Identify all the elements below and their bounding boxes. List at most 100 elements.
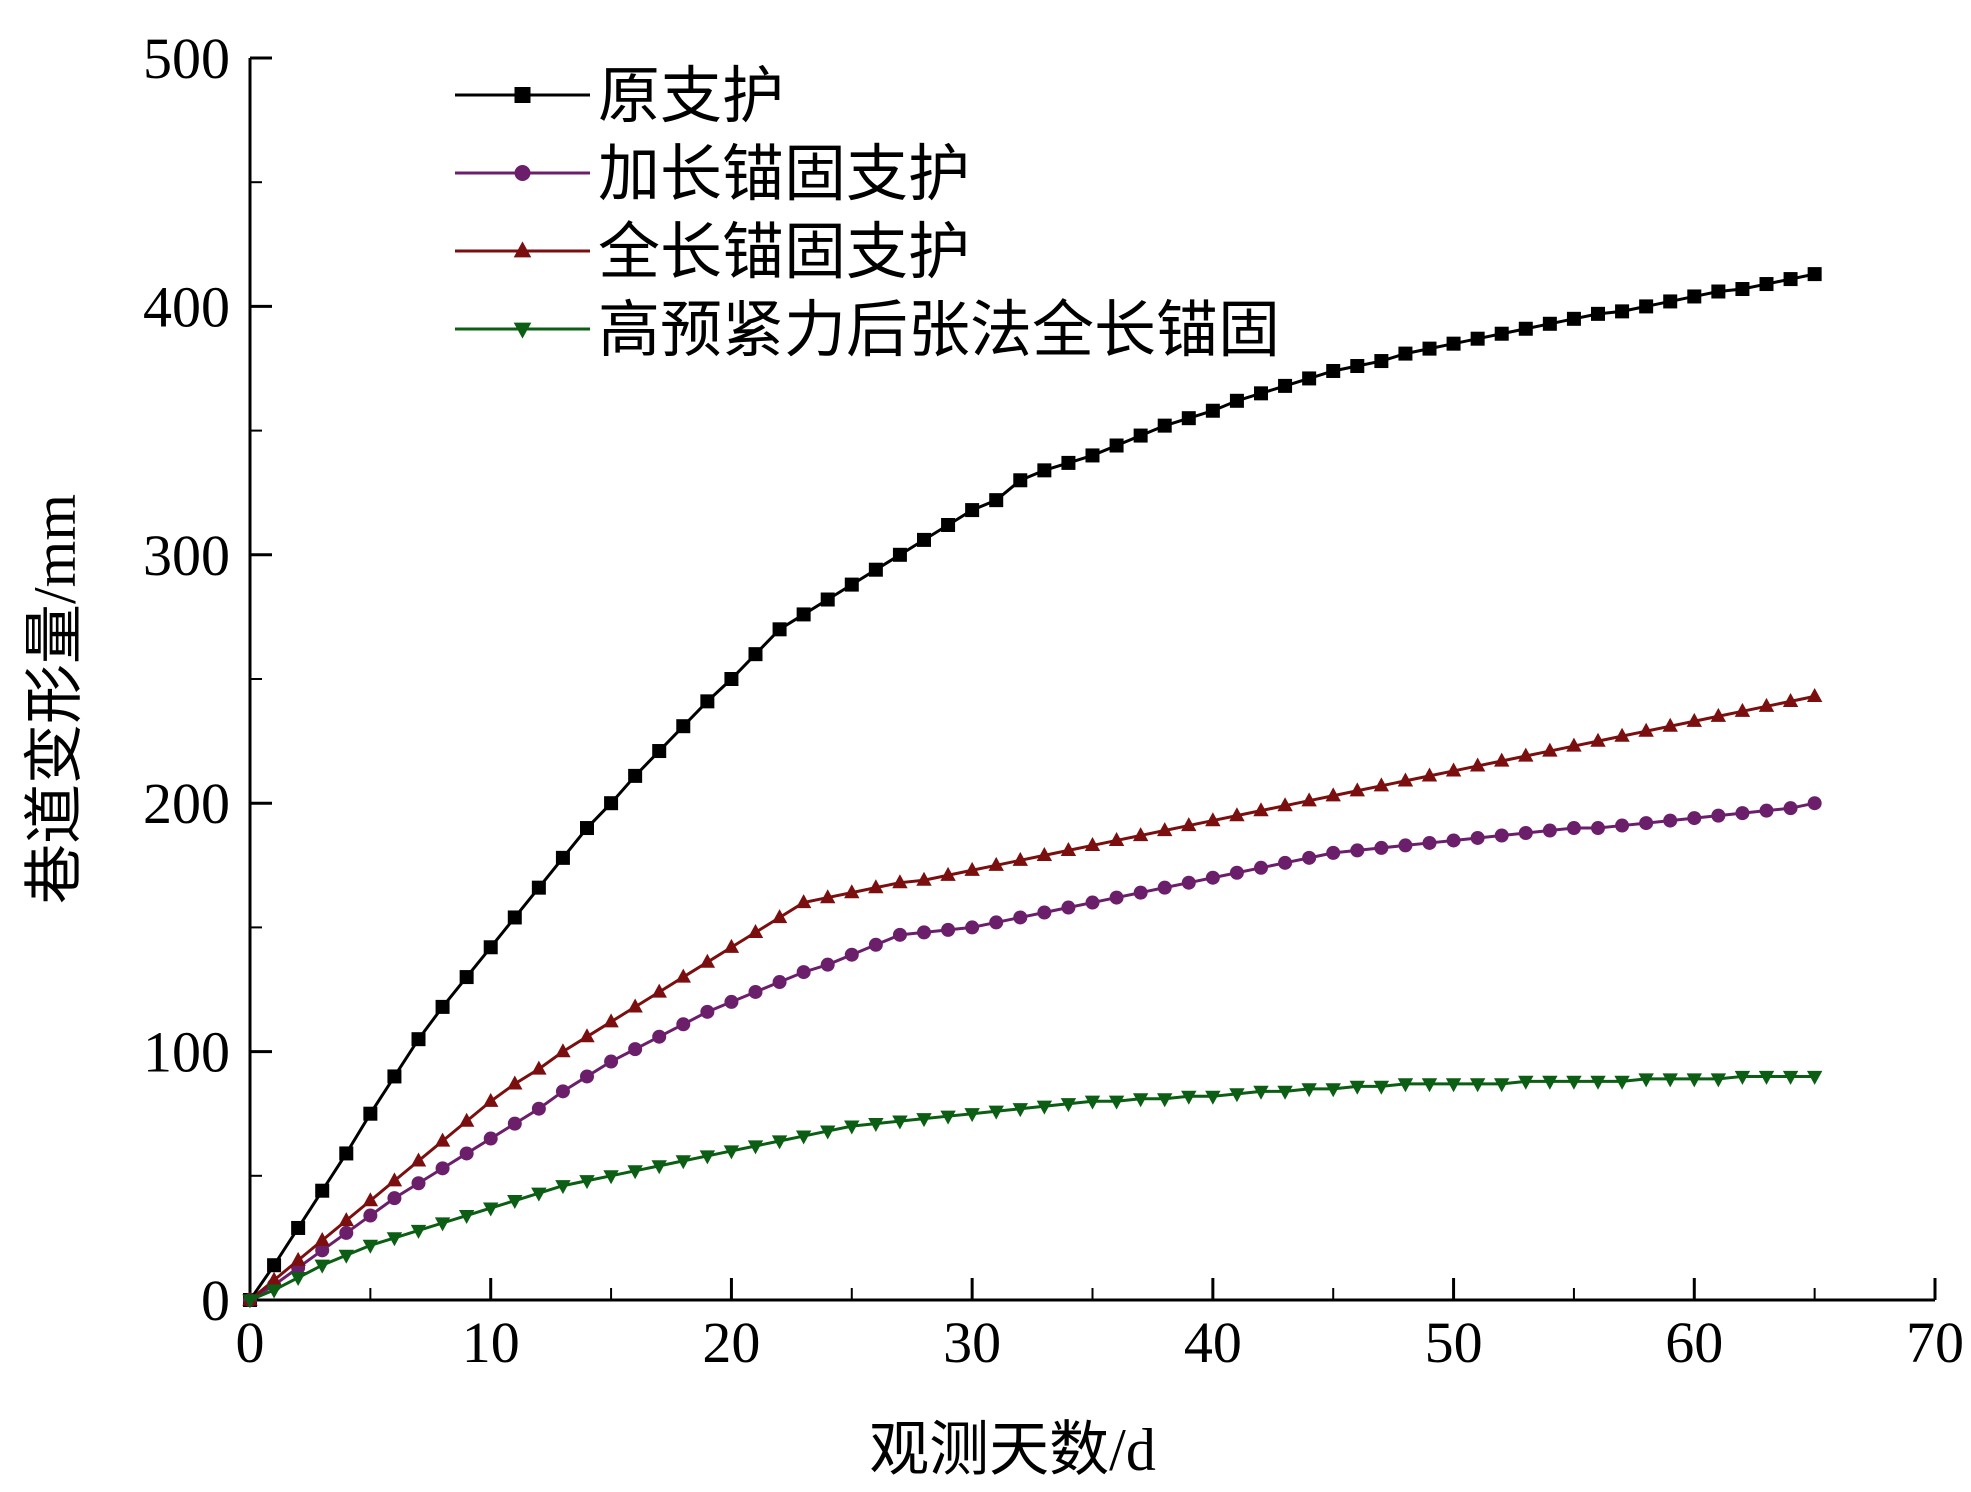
data-point bbox=[1302, 371, 1317, 386]
data-point bbox=[1061, 455, 1076, 470]
data-point bbox=[507, 1116, 522, 1131]
data-point bbox=[291, 1220, 306, 1235]
data-point bbox=[1205, 870, 1220, 885]
data-point bbox=[1542, 1075, 1558, 1090]
data-point bbox=[1807, 796, 1822, 811]
data-point bbox=[1446, 336, 1461, 351]
x-tick-label: 0 bbox=[236, 1310, 265, 1375]
data-point bbox=[363, 1106, 378, 1121]
data-point bbox=[267, 1258, 282, 1273]
data-point bbox=[362, 1192, 379, 1207]
data-point bbox=[1181, 411, 1196, 426]
data-point bbox=[1734, 702, 1751, 717]
data-point bbox=[1084, 837, 1101, 852]
data-point bbox=[676, 719, 691, 734]
legend-marker bbox=[514, 87, 531, 103]
data-point bbox=[1591, 821, 1605, 836]
data-point bbox=[627, 998, 643, 1013]
data-point bbox=[652, 744, 667, 759]
data-point bbox=[1422, 341, 1437, 356]
data-point bbox=[892, 927, 907, 942]
data-point bbox=[1253, 1085, 1269, 1100]
data-point bbox=[892, 1115, 908, 1130]
y-tick-label: 300 bbox=[143, 523, 230, 588]
legend-item-2: 加长锚固支护 bbox=[455, 137, 970, 210]
data-point bbox=[1132, 827, 1149, 842]
data-point bbox=[1157, 822, 1173, 837]
data-point bbox=[1782, 1070, 1799, 1085]
data-point bbox=[459, 1146, 474, 1161]
data-point bbox=[1711, 808, 1726, 823]
data-point bbox=[965, 920, 980, 935]
data-point bbox=[1012, 851, 1028, 866]
data-point bbox=[1518, 1075, 1534, 1090]
x-axis-title: 观测天数/d bbox=[869, 1417, 1156, 1483]
data-point bbox=[507, 1195, 523, 1210]
data-point bbox=[916, 1113, 932, 1128]
y-tick-label: 200 bbox=[143, 771, 230, 836]
data-point bbox=[1229, 1088, 1245, 1103]
data-point bbox=[1542, 742, 1558, 757]
data-point bbox=[1133, 885, 1148, 900]
data-point bbox=[820, 889, 836, 904]
data-point bbox=[1349, 782, 1365, 797]
legend-label: 全长锚固支护 bbox=[598, 215, 970, 288]
data-point bbox=[1037, 905, 1052, 920]
data-point bbox=[868, 879, 884, 894]
data-point bbox=[988, 856, 1004, 871]
data-point bbox=[1013, 910, 1028, 925]
data-point bbox=[1469, 1078, 1486, 1093]
data-point bbox=[555, 1180, 571, 1195]
data-point bbox=[675, 1155, 691, 1170]
data-point bbox=[1301, 1083, 1317, 1098]
data-point bbox=[1109, 890, 1124, 905]
data-point bbox=[1326, 845, 1341, 860]
data-point bbox=[1181, 875, 1196, 890]
data-point bbox=[1397, 1078, 1414, 1093]
data-point bbox=[771, 909, 788, 924]
data-point bbox=[1108, 1095, 1125, 1110]
data-point bbox=[1494, 1078, 1510, 1093]
series-2 bbox=[243, 796, 1822, 1307]
data-point bbox=[1325, 787, 1341, 802]
data-point bbox=[917, 532, 931, 547]
legend-label: 加长锚固支护 bbox=[598, 137, 970, 210]
data-point bbox=[1639, 816, 1654, 831]
data-point bbox=[1469, 757, 1486, 772]
data-point bbox=[604, 1054, 619, 1069]
data-point bbox=[1277, 797, 1293, 812]
legend-marker bbox=[513, 241, 532, 258]
data-point bbox=[483, 940, 498, 955]
data-point bbox=[579, 1028, 595, 1043]
data-point bbox=[1710, 707, 1727, 722]
legend-item-1: 原支护 bbox=[455, 59, 784, 132]
data-point bbox=[675, 968, 691, 983]
data-point bbox=[771, 1135, 788, 1150]
data-point bbox=[410, 1224, 427, 1239]
data-point bbox=[1566, 821, 1581, 836]
data-point bbox=[1806, 687, 1823, 702]
data-point bbox=[531, 880, 546, 895]
data-point bbox=[1663, 813, 1678, 828]
data-point bbox=[1615, 818, 1630, 833]
data-point bbox=[1229, 393, 1244, 408]
data-point bbox=[1302, 850, 1317, 865]
series-4 bbox=[242, 1070, 1823, 1309]
data-point bbox=[555, 1043, 571, 1058]
data-point bbox=[1398, 838, 1413, 853]
data-point bbox=[1686, 1073, 1702, 1088]
data-point bbox=[844, 577, 859, 592]
data-point bbox=[1374, 354, 1389, 369]
data-point bbox=[411, 1176, 426, 1191]
data-point bbox=[1542, 823, 1557, 838]
data-point bbox=[1229, 865, 1244, 880]
data-point bbox=[868, 1118, 884, 1133]
data-point bbox=[458, 1209, 475, 1224]
data-point bbox=[1494, 828, 1509, 843]
data-point bbox=[1662, 1073, 1678, 1088]
data-point bbox=[555, 850, 570, 865]
data-point bbox=[820, 1125, 836, 1140]
data-point bbox=[362, 1239, 379, 1254]
data-point bbox=[1133, 428, 1148, 443]
data-point bbox=[315, 1183, 330, 1198]
